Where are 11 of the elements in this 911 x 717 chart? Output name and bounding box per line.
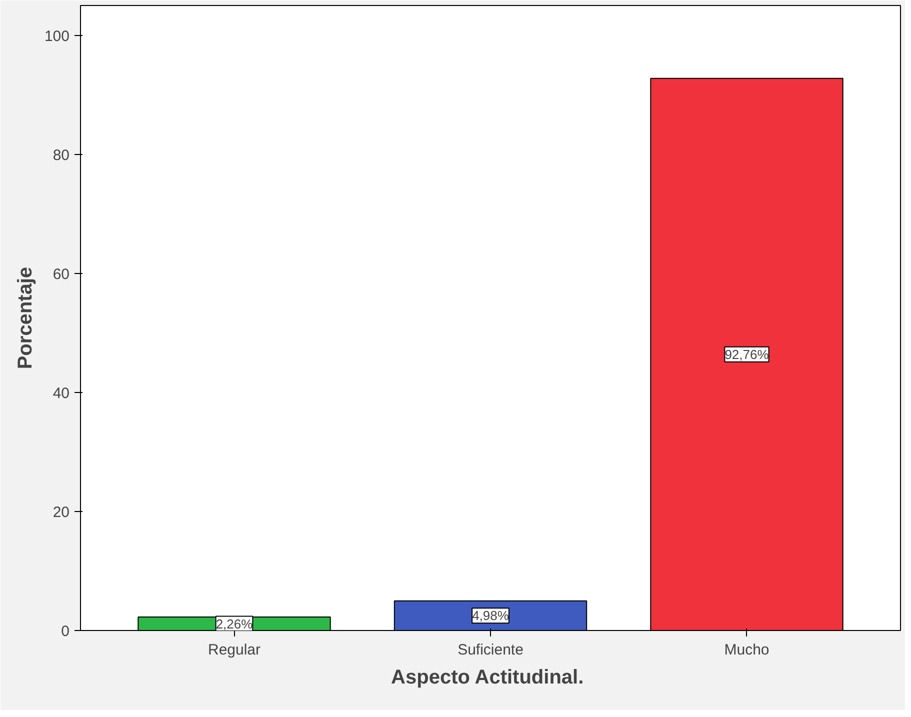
- y-tick-label: 80: [52, 146, 70, 164]
- x-tick-label: Regular: [208, 642, 261, 658]
- x-tick-label: Mucho: [724, 642, 770, 658]
- y-tick-label: 60: [52, 266, 70, 283]
- x-axis-title: Aspecto Actitudinal.: [391, 666, 584, 688]
- y-tick-label: 40: [52, 384, 70, 402]
- y-axis-title: Porcentaje: [14, 266, 36, 370]
- y-tick-label: 0: [61, 623, 70, 640]
- y-tick-label: 100: [44, 28, 70, 45]
- x-tick-label: Suficiente: [458, 642, 524, 658]
- y-tick-label: 20: [52, 504, 70, 521]
